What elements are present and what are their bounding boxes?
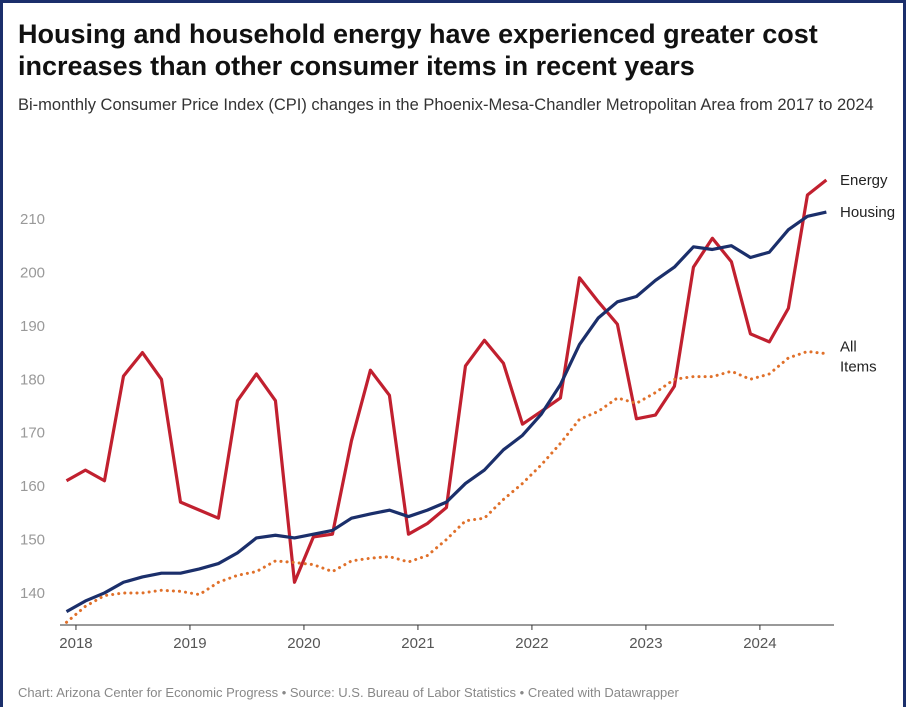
- y-tick-label: 200: [20, 264, 45, 281]
- y-tick-label: 210: [20, 211, 45, 228]
- series-line: [65, 178, 828, 584]
- chart-subtitle: Bi-monthly Consumer Price Index (CPI) ch…: [18, 96, 874, 114]
- x-tick-label: 2019: [173, 635, 206, 652]
- series-label: All Items: [840, 339, 877, 376]
- header: Housing and household energy have experi…: [18, 19, 874, 114]
- chart-title: Housing and household energy have experi…: [18, 19, 818, 81]
- x-tick-label: 2021: [401, 635, 434, 652]
- series-label: Housing: [840, 204, 895, 221]
- x-tick-label: 2024: [743, 635, 776, 652]
- x-tick-label: 2018: [59, 635, 92, 652]
- y-tick-label: 150: [20, 532, 45, 549]
- series-line: [64, 350, 828, 624]
- y-tick-label: 180: [20, 371, 45, 388]
- y-tick-label: 140: [20, 585, 45, 602]
- x-tick-label: 2020: [287, 635, 320, 652]
- series-label: Energy: [840, 172, 888, 189]
- x-tick-label: 2023: [629, 635, 662, 652]
- x-tick-label: 2022: [515, 635, 548, 652]
- footer: Chart: Arizona Center for Economic Progr…: [18, 685, 680, 700]
- y-tick-label: 190: [20, 318, 45, 335]
- y-tick-label: 160: [20, 478, 45, 495]
- series-line: [65, 210, 827, 614]
- y-tick-label: 170: [20, 425, 45, 442]
